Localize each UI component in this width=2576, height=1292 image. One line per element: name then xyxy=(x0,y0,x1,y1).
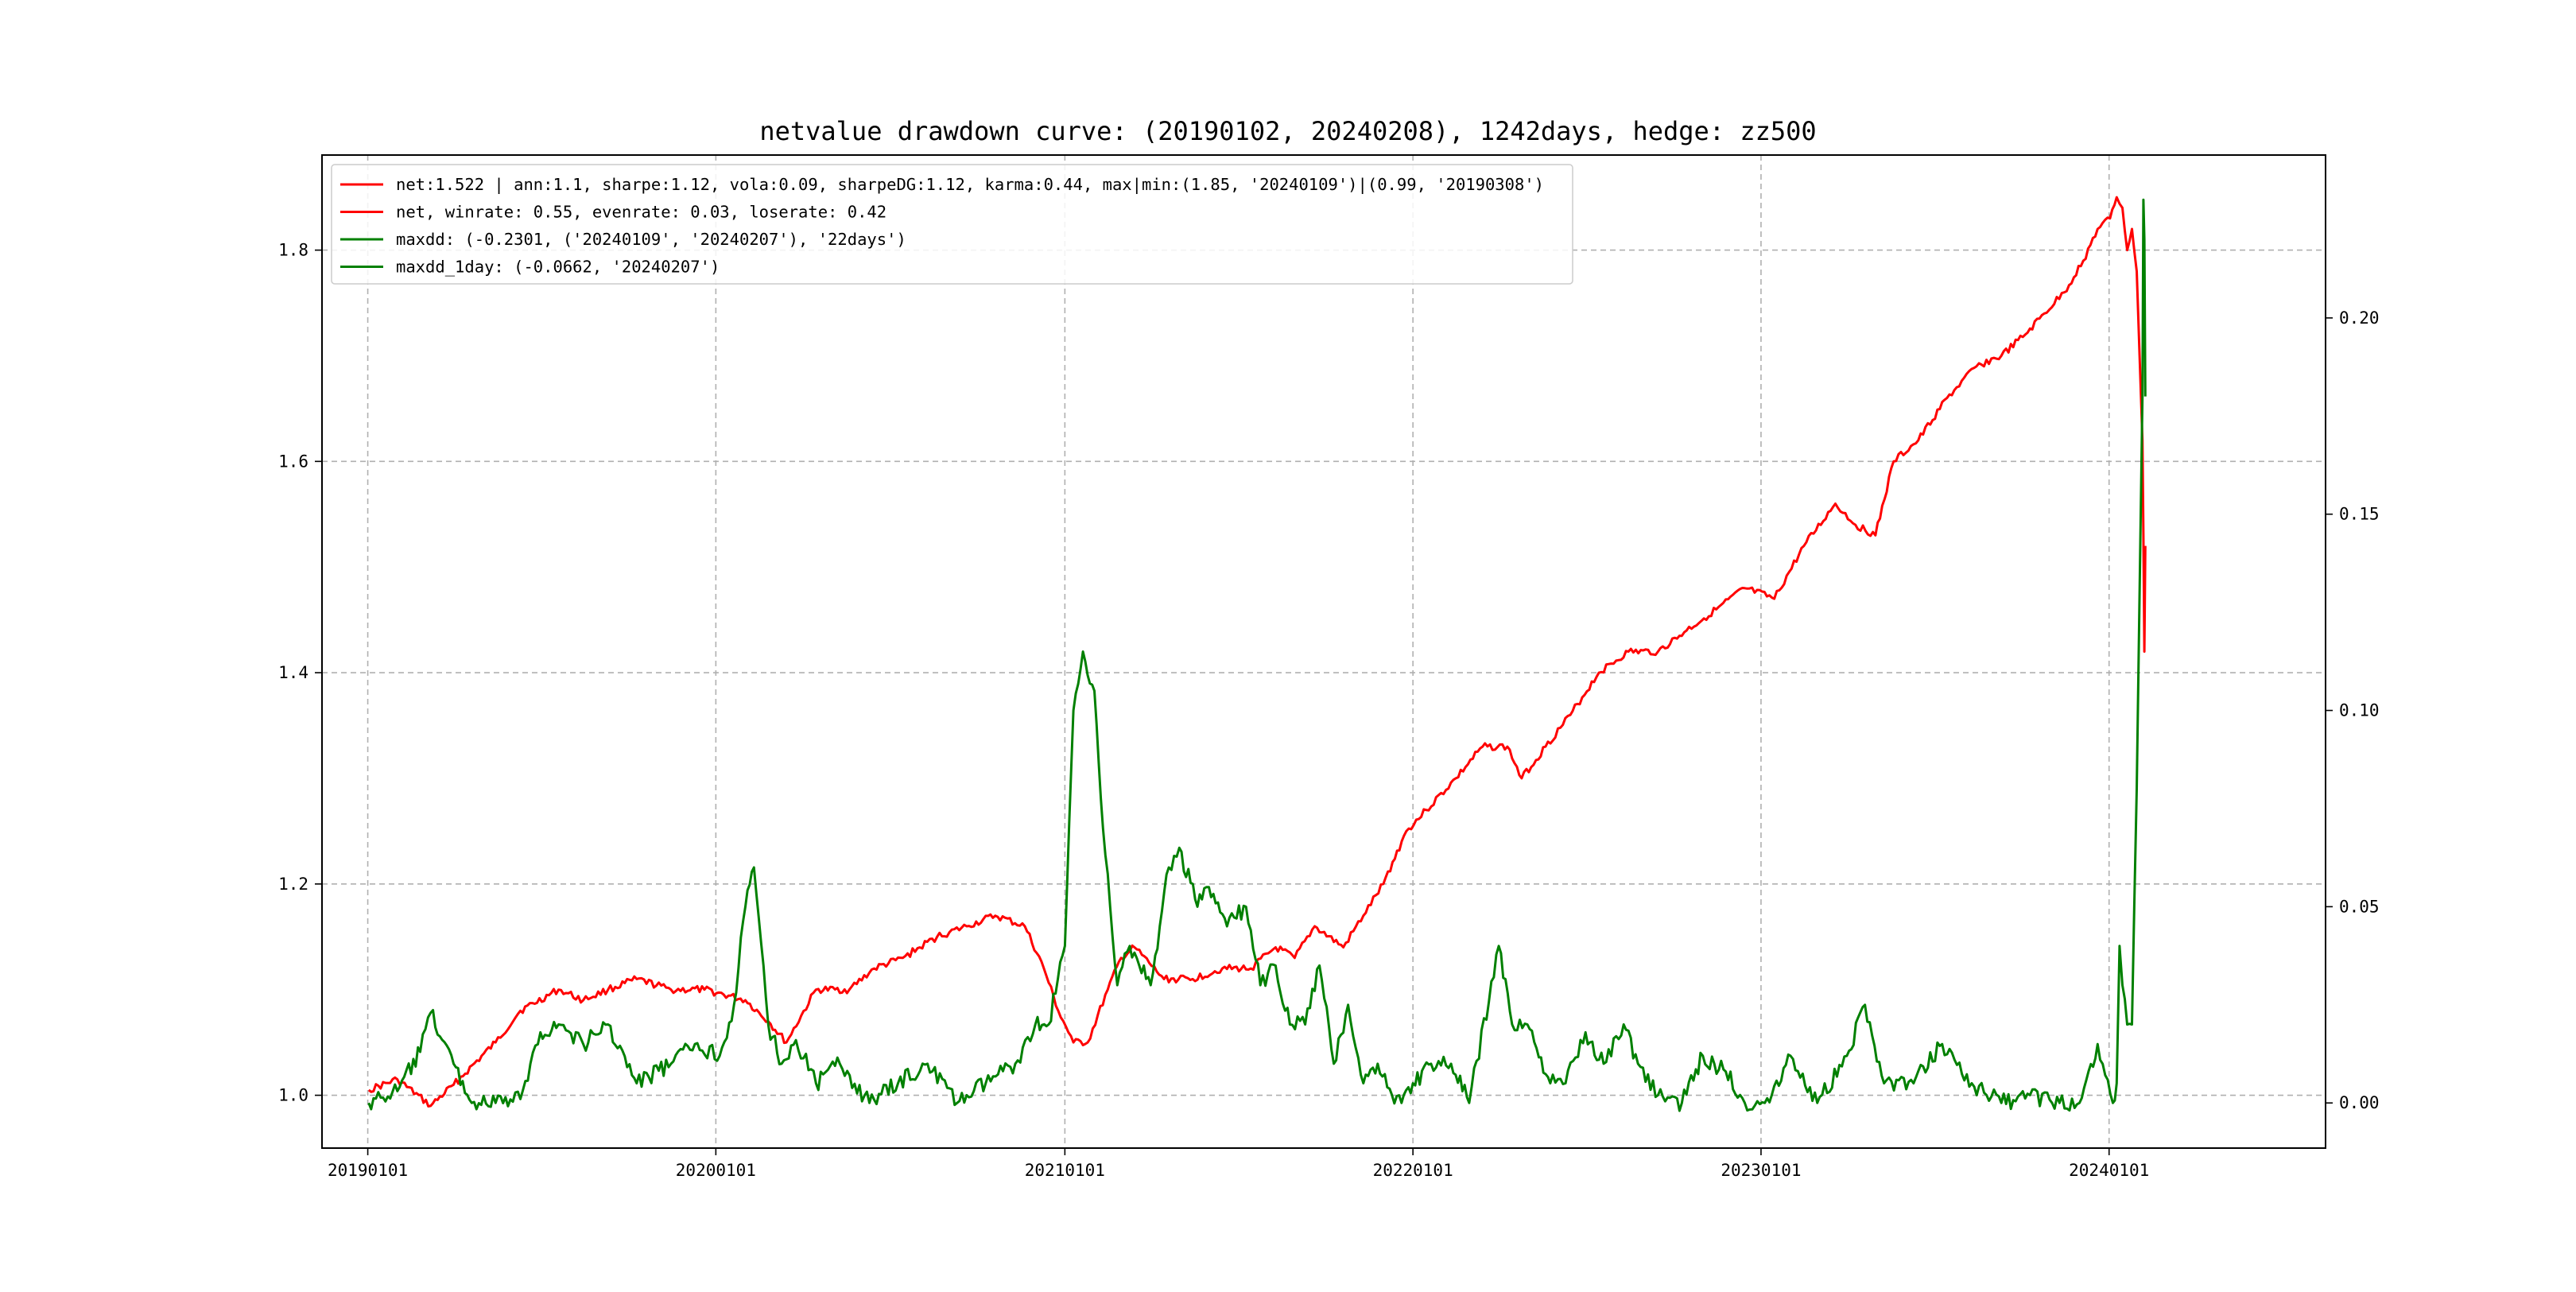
y-right-tick-label: 0.05 xyxy=(2339,897,2380,916)
y-right-tick-label: 0.15 xyxy=(2339,505,2380,524)
y-right-tick-label: 0.20 xyxy=(2339,308,2380,328)
y-left-tick-label: 1.4 xyxy=(278,663,308,682)
drawdown-series-line xyxy=(367,198,2147,1112)
y-left-tick-label: 1.0 xyxy=(278,1086,308,1105)
chart-title: netvalue drawdown curve: (20190102, 2024… xyxy=(759,116,1816,146)
y-left-tick-label: 1.8 xyxy=(278,241,308,260)
x-tick-label: 20200101 xyxy=(676,1161,756,1180)
x-tick-label: 20190101 xyxy=(328,1161,408,1180)
legend-entries: net:1.522 | ann:1.1, sharpe:1.12, vola:0… xyxy=(340,175,1544,277)
axes-layer: 20190101 20200101 20210101 20220101 20230101… xyxy=(278,241,2380,1180)
legend-box xyxy=(331,164,1573,285)
x-tick-label: 20240101 xyxy=(2069,1161,2149,1180)
legend: net:1.522 | ann:1.1, sharpe:1.12, vola:0… xyxy=(331,164,1573,285)
y-right-tick-label: 0.00 xyxy=(2339,1093,2380,1112)
x-tick-label: 20230101 xyxy=(1721,1161,1801,1180)
y-left-tick-label: 1.2 xyxy=(278,875,308,894)
y-right-tick-label: 0.10 xyxy=(2339,701,2380,720)
legend-label: maxdd_1day: (-0.0662, '20240207') xyxy=(396,258,720,277)
plot-frame xyxy=(321,154,2326,1149)
y-left-tick-label: 1.6 xyxy=(278,452,308,471)
legend-label: net:1.522 | ann:1.1, sharpe:1.12, vola:0… xyxy=(396,175,1544,195)
legend-label: maxdd: (-0.2301, ('20240109', '20240207'… xyxy=(396,230,906,249)
netvalue-series-line xyxy=(367,196,2147,1108)
x-tick-label: 20220101 xyxy=(1373,1161,1453,1180)
series-layer xyxy=(367,196,2147,1112)
legend-label: net, winrate: 0.55, evenrate: 0.03, lose… xyxy=(396,203,886,222)
x-tick-label: 20210101 xyxy=(1025,1161,1105,1180)
